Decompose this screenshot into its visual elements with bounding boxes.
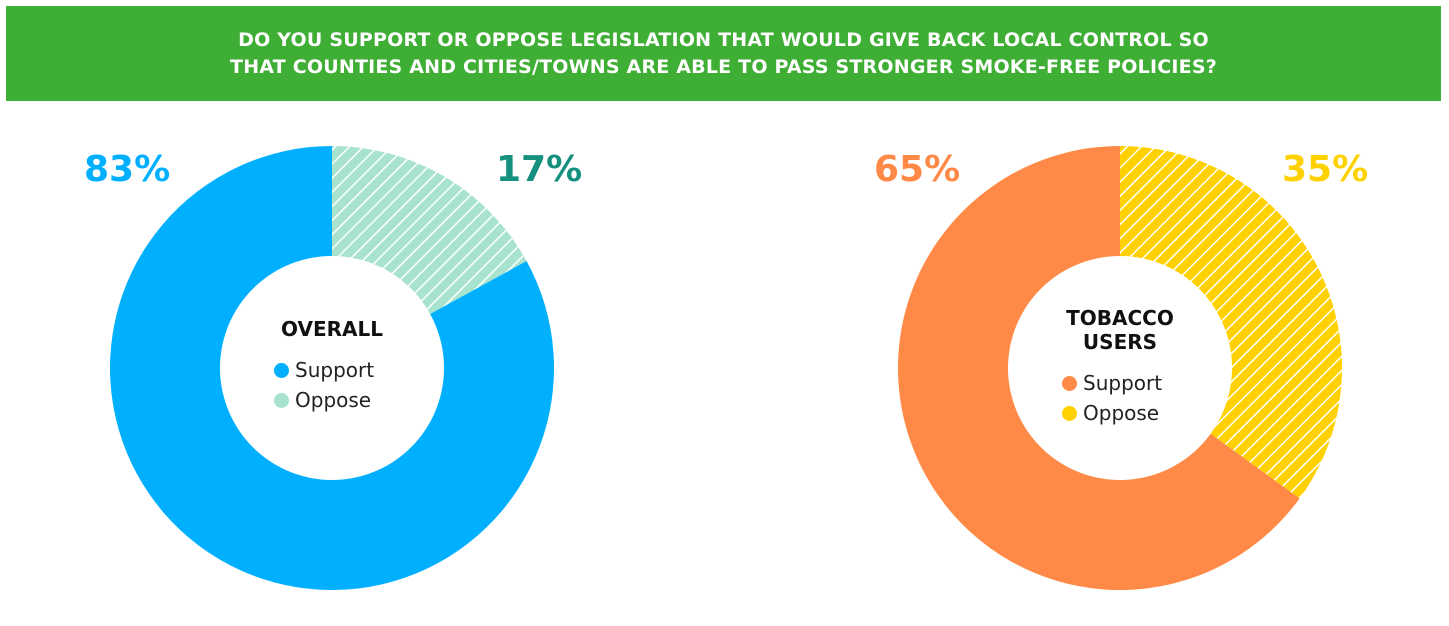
overall-legend-support-label: Support bbox=[295, 358, 375, 382]
tobacco-support-swatch bbox=[1062, 375, 1077, 391]
title-banner: DO YOU SUPPORT OR OPPOSE LEGISLATION THA… bbox=[6, 6, 1441, 101]
tobacco-center-legend: TOBACCO USERS Support Oppose bbox=[1050, 306, 1190, 428]
tobacco-legend-support: Support bbox=[1062, 368, 1162, 398]
tobacco-oppose-swatch bbox=[1062, 405, 1077, 421]
overall-support-percent-label: 83% bbox=[84, 149, 171, 190]
tobacco-title-line-1: TOBACCO bbox=[1066, 306, 1174, 330]
tobacco-title-line-2: USERS bbox=[1082, 330, 1158, 354]
chart-title-line-1: DO YOU SUPPORT OR OPPOSE LEGISLATION THA… bbox=[238, 28, 1209, 51]
tobacco-legend-support-label: Support bbox=[1083, 371, 1163, 395]
chart-title-line-2: THAT COUNTIES AND CITIES/TOWNS ARE ABLE … bbox=[230, 55, 1217, 78]
overall-support-swatch bbox=[274, 362, 289, 378]
tobacco-support-slice bbox=[898, 146, 1300, 590]
overall-oppose-swatch bbox=[274, 392, 289, 408]
overall-oppose-percent-label: 17% bbox=[496, 149, 583, 190]
tobacco-support-percent-label: 65% bbox=[874, 149, 961, 190]
overall-legend-oppose-label: Oppose bbox=[295, 388, 372, 412]
tobacco-oppose-percent-label: 35% bbox=[1282, 149, 1369, 190]
overall-support-slice bbox=[110, 146, 555, 590]
overall-chart-title: OVERALL bbox=[281, 317, 383, 341]
tobacco-chart-title: TOBACCO USERS bbox=[1066, 306, 1174, 354]
overall-legend-support: Support bbox=[274, 355, 374, 385]
tobacco-legend-oppose: Oppose bbox=[1062, 398, 1159, 428]
overall-center-legend: OVERALL Support Oppose bbox=[262, 317, 402, 415]
overall-oppose-slice bbox=[332, 146, 527, 315]
overall-legend-oppose: Oppose bbox=[274, 385, 371, 415]
tobacco-oppose-slice bbox=[1120, 146, 1343, 499]
tobacco-legend-oppose-label: Oppose bbox=[1083, 401, 1160, 425]
